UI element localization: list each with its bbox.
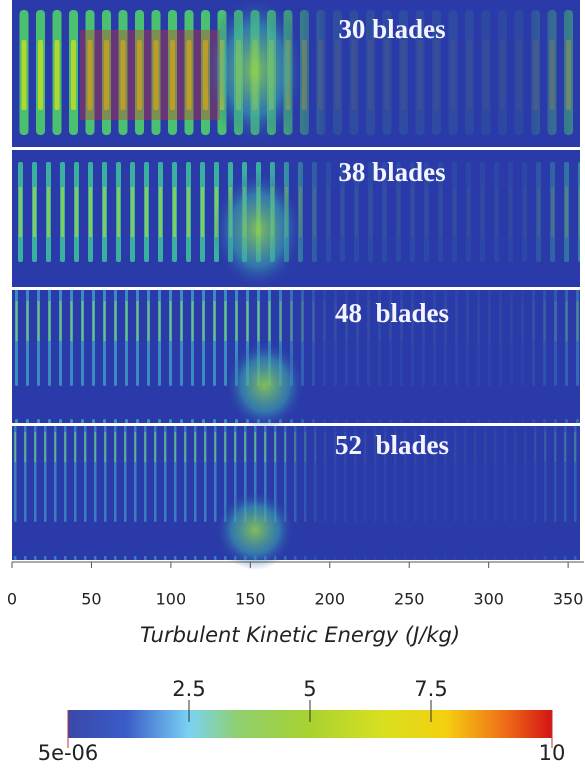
contour-panels bbox=[12, 0, 580, 570]
x-tick-label: 50 bbox=[81, 590, 101, 609]
panel-label: 30 blades bbox=[338, 14, 445, 44]
colorbar-tick-label: 7.5 bbox=[414, 677, 447, 701]
x-tick-label: 0 bbox=[7, 590, 17, 609]
colorbar-tick-label: 2.5 bbox=[172, 677, 205, 701]
panel-label: 48 blades bbox=[335, 298, 449, 328]
x-tick-label: 250 bbox=[394, 590, 425, 609]
x-tick-label: 300 bbox=[473, 590, 504, 609]
panel-label: 38 blades bbox=[338, 157, 445, 187]
x-tick-label: 350 bbox=[553, 590, 584, 609]
colorbar-tick-label: 5 bbox=[303, 677, 316, 701]
colorbar-tick-label: 10 bbox=[539, 741, 566, 765]
x-tick-label: 150 bbox=[235, 590, 266, 609]
x-tick-label: 100 bbox=[156, 590, 187, 609]
colorbar-tick-label: 5e-06 bbox=[38, 741, 99, 765]
panel-label: 52 blades bbox=[335, 430, 449, 460]
contour-field bbox=[215, 490, 295, 570]
contour-field bbox=[225, 340, 305, 430]
axis-title: Turbulent Kinetic Energy (J/kg) bbox=[140, 623, 460, 647]
contour-field bbox=[205, 0, 305, 145]
contour-field bbox=[213, 170, 303, 290]
x-tick-label: 200 bbox=[315, 590, 346, 609]
contour-field bbox=[12, 426, 580, 560]
